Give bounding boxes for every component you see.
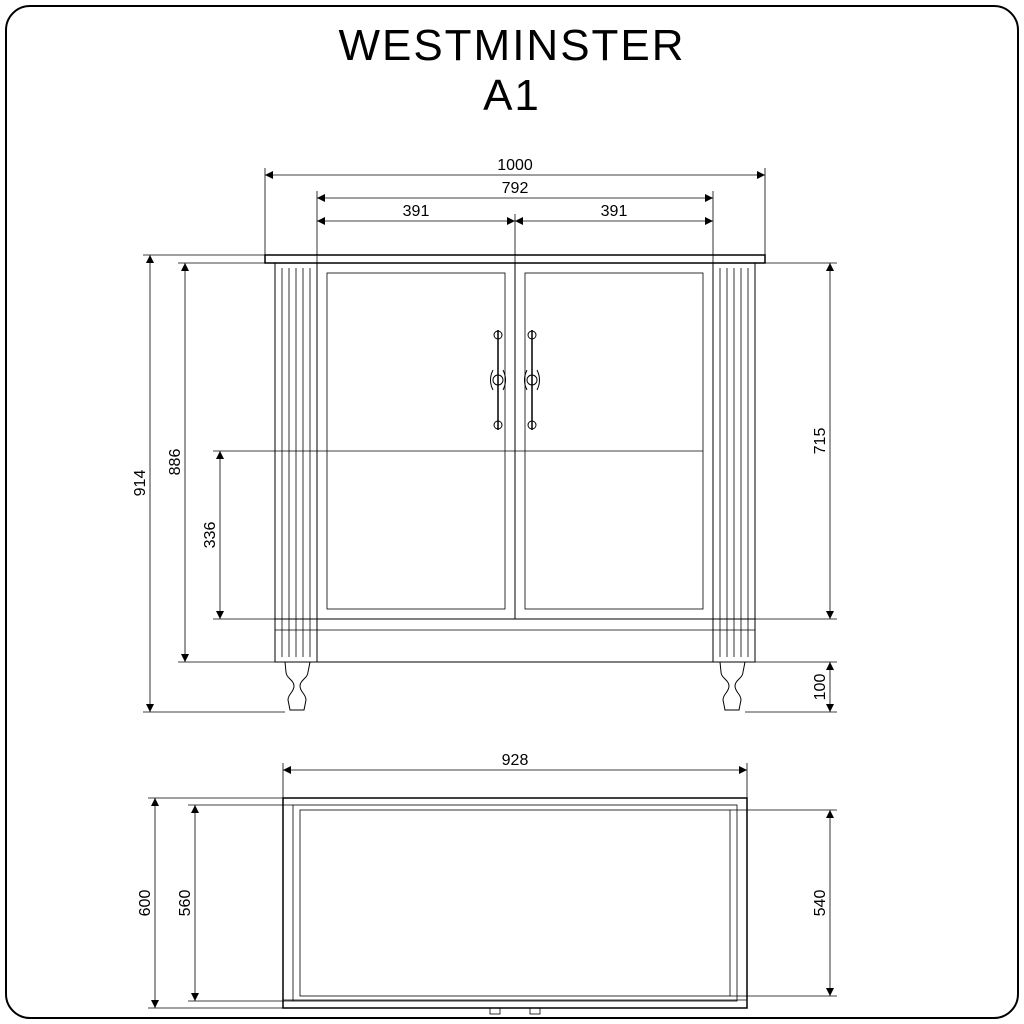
svg-text:336: 336 xyxy=(202,522,219,549)
handle-left xyxy=(491,330,506,430)
plan-feet xyxy=(490,1008,540,1014)
svg-text:914: 914 xyxy=(132,470,149,497)
title-line2: A1 xyxy=(483,71,541,120)
dim-391-left: 391 xyxy=(317,203,515,263)
dim-540: 540 xyxy=(730,810,837,996)
svg-text:928: 928 xyxy=(502,752,529,769)
svg-text:560: 560 xyxy=(177,890,194,917)
svg-text:391: 391 xyxy=(403,203,430,220)
dim-600: 600 xyxy=(137,798,283,1008)
technical-drawing: WESTMINSTER A1 xyxy=(0,0,1024,1024)
dim-336: 336 xyxy=(202,451,327,619)
front-leg-right xyxy=(720,662,745,710)
front-leg-left xyxy=(285,662,310,710)
svg-text:100: 100 xyxy=(812,674,829,701)
front-view: 1000 792 391 391 xyxy=(132,157,837,712)
svg-text:886: 886 xyxy=(167,449,184,476)
title-line1: WESTMINSTER xyxy=(338,21,685,70)
svg-text:1000: 1000 xyxy=(497,157,533,174)
dim-928: 928 xyxy=(283,752,747,798)
dim-715: 715 xyxy=(755,263,837,619)
svg-text:391: 391 xyxy=(601,203,628,220)
svg-text:715: 715 xyxy=(812,428,829,455)
handle-right xyxy=(525,330,540,430)
dim-560: 560 xyxy=(177,805,293,1001)
dim-914: 914 xyxy=(132,255,285,712)
svg-text:540: 540 xyxy=(812,890,829,917)
top-view: 928 600 560 540 xyxy=(137,752,837,1014)
dim-886: 886 xyxy=(167,263,275,662)
svg-text:600: 600 xyxy=(137,890,154,917)
svg-text:792: 792 xyxy=(502,180,529,197)
dim-391-right: 391 xyxy=(515,203,713,225)
dim-100: 100 xyxy=(745,662,837,712)
